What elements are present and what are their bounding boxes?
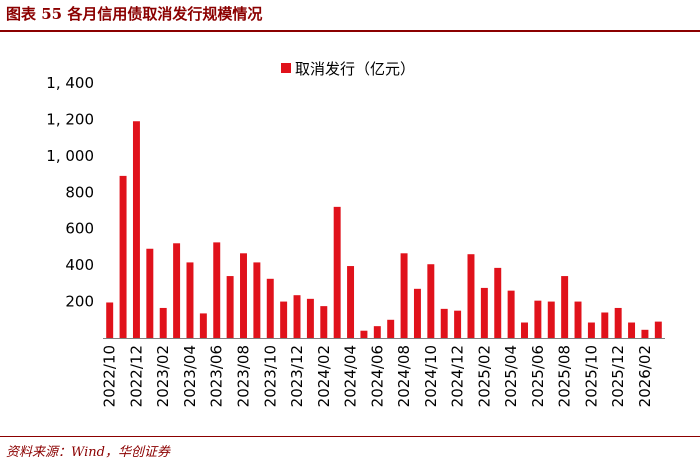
bar-2023-01 [146,248,154,338]
x-tick-label: 2026/02 [636,345,654,407]
bar-2025-02 [480,287,488,338]
y-tick-label: 1, 200 [46,110,94,128]
y-axis-ticks: 200 400 600 800 1, 000 1, 200 1, 400 [46,74,94,311]
bar-2022-10 [106,302,114,338]
x-tick-label: 2023/06 [208,345,226,407]
bar-2023-03 [173,243,181,338]
bar-2024-01 [306,298,314,338]
bar-2024-07 [387,319,395,338]
bar-2025-09 [574,301,582,338]
x-tick-label: 2022/10 [101,345,119,407]
bar-series [106,121,662,339]
bar-2024-05 [360,330,368,338]
title-divider [0,30,700,32]
bar-2025-11 [601,312,609,338]
x-tick-label: 2023/02 [154,345,172,407]
bar-2023-07 [226,276,234,338]
figure-title-row: 图表 55 各月信用债取消发行规模情况 [6,2,696,28]
y-tick-label: 1, 000 [46,147,94,165]
x-tick-label: 2025/12 [609,345,627,407]
x-tick-label: 2024/02 [315,345,333,407]
x-tick-label: 2023/04 [181,345,199,407]
legend-label: 取消发行（亿元） [295,60,415,78]
x-tick-label: 2024/12 [449,345,467,407]
bar-2025-07 [547,301,555,338]
bar-2023-06 [213,242,221,339]
x-tick-label: 2023/08 [235,345,253,407]
bar-2024-08 [400,253,408,338]
x-tick-label: 2024/10 [422,345,440,407]
x-tick-label: 2025/06 [529,345,547,407]
bar-2025-12 [614,307,622,338]
x-axis-ticks: 2022/10 2022/12 2023/02 2023/04 2023/06 2023/… [101,345,654,407]
bar-2024-06 [373,326,381,338]
figure-title: 图表 55 各月信用债取消发行规模情况 [6,5,263,23]
bar-2024-04 [347,266,355,338]
bar-2025-03 [494,267,502,339]
bar-2024-02 [320,306,328,339]
x-tick-label: 2025/10 [582,345,600,407]
bar-2023-02 [159,307,167,338]
bar-2026-02 [641,329,649,338]
y-tick-label: 800 [65,183,94,201]
y-tick-label: 600 [65,220,94,238]
bar-2025-06 [534,300,542,338]
x-tick-label: 2023/12 [288,345,306,407]
x-tick-label: 2025/02 [475,345,493,407]
legend: 取消发行（亿元） [281,60,415,78]
x-tick-label: 2024/06 [368,345,386,407]
bar-2023-12 [293,295,301,338]
bar-2024-12 [454,310,462,338]
x-tick-label: 2022/12 [127,345,145,407]
bar-2026-03 [654,321,662,338]
bar-2024-10 [427,264,435,338]
bar-2025-01 [467,254,475,338]
y-tick-label: 200 [65,293,94,311]
bar-2023-05 [199,313,207,338]
bar-2023-04 [186,262,194,338]
bar-2023-11 [280,301,288,338]
bar-2025-08 [561,276,569,338]
bar-2022-12 [132,121,140,338]
bar-2024-03 [333,206,341,338]
bar-2024-11 [440,308,448,338]
bar-2023-09 [253,262,261,338]
bar-2022-11 [119,175,127,338]
bar-2024-09 [413,288,421,338]
bar-2025-05 [521,322,528,338]
bar-2025-10 [587,322,595,338]
source-note: 资料来源：Wind，华创证券 [6,445,170,460]
source-divider [0,436,700,437]
x-tick-label: 2024/08 [395,345,413,407]
x-tick-label: 2025/04 [502,345,520,407]
bar-2023-10 [266,278,274,338]
bar-2023-08 [240,253,247,338]
x-tick-label: 2023/10 [261,345,279,407]
x-tick-label: 2024/04 [342,345,360,407]
x-tick-label: 2025/08 [556,345,574,407]
bar-2026-01 [628,322,636,338]
y-tick-label: 400 [65,256,94,274]
legend-swatch [281,63,291,73]
y-tick-label: 1, 400 [46,74,94,92]
bar-2025-04 [507,290,515,338]
